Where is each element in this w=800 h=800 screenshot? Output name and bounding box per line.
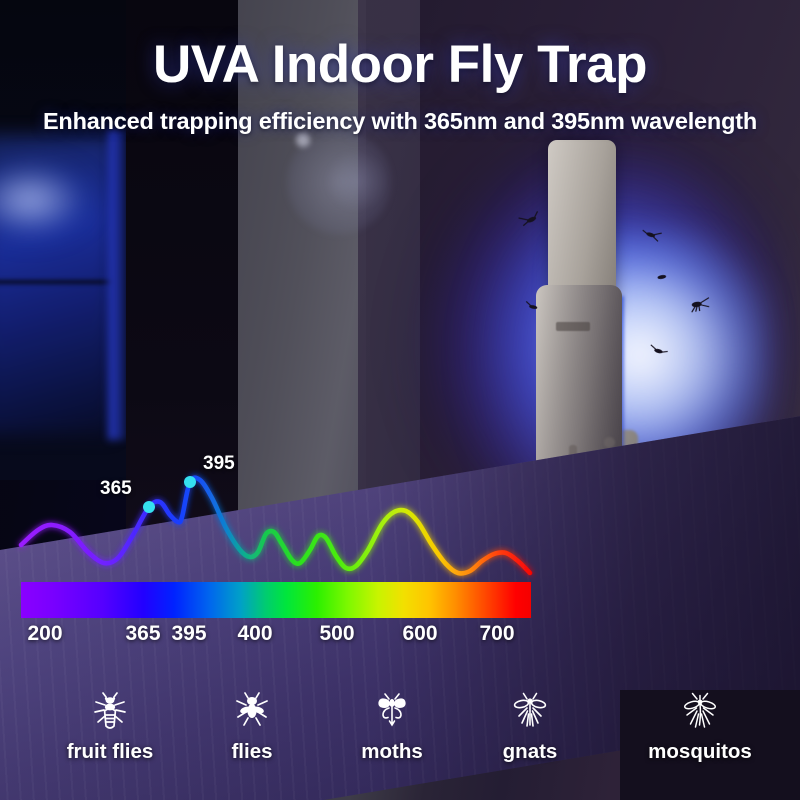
insect-label: moths: [361, 740, 423, 763]
insect-label: gnats: [502, 740, 558, 763]
axis-tick-200: 200: [27, 622, 63, 645]
axis-tick-500: 500: [319, 622, 355, 645]
bokeh-highlight: [296, 133, 310, 147]
spectrum-chart: 365 395 200 365 395 400 500 600 700: [0, 440, 560, 660]
axis-tick-400: 400: [237, 622, 273, 645]
mosquito-icon: [615, 690, 785, 736]
axis-tick-395: 395: [171, 622, 207, 645]
page-title: UVA Indoor Fly Trap: [152, 35, 648, 94]
insect-label: fruit flies: [66, 740, 154, 763]
insect-item-moths: moths: [307, 690, 477, 764]
gnat-icon: [445, 690, 615, 736]
insect-item-fruit-flies: fruit flies: [25, 690, 195, 764]
window-edge-light: [108, 130, 126, 440]
peak-marker-395: [184, 476, 196, 488]
peak-label-395: 395: [203, 453, 235, 474]
axis-tick-365: 365: [125, 622, 161, 645]
window-mullion: [0, 280, 114, 284]
insect-label: mosquitos: [648, 740, 752, 763]
fly-silhouette: [653, 269, 672, 288]
target-insect-list: fruit flies flies moths gnats mosquitos: [0, 690, 800, 790]
axis-tick-700: 700: [479, 622, 515, 645]
fruit-fly-icon: [25, 690, 195, 736]
wavelength-gradient-bar: [21, 582, 531, 618]
fly-silhouette: [638, 225, 664, 249]
peak-marker-365: [143, 501, 155, 513]
peak-label-365: 365: [100, 478, 132, 499]
fly-icon: [167, 690, 337, 736]
insect-item-mosquitos: mosquitos: [615, 690, 785, 764]
fly-silhouette: [523, 298, 544, 317]
window-night-glow: [0, 155, 100, 245]
fly-silhouette: [646, 343, 669, 364]
fly-silhouette: [517, 208, 545, 234]
wavelength-axis-ticks: 200 365 395 400 500 600 700: [0, 622, 560, 650]
device-logo: [556, 322, 590, 331]
axis-tick-600: 600: [402, 622, 438, 645]
insect-label: flies: [231, 740, 273, 763]
page-subtitle: Enhanced trapping efficiency with 365nm …: [42, 108, 758, 134]
device-button: [604, 437, 615, 448]
insect-item-flies: flies: [167, 690, 337, 764]
spectrum-curve: [18, 475, 533, 576]
insect-item-gnats: gnats: [445, 690, 615, 764]
moth-icon: [307, 690, 477, 736]
fly-silhouette: [687, 294, 714, 317]
